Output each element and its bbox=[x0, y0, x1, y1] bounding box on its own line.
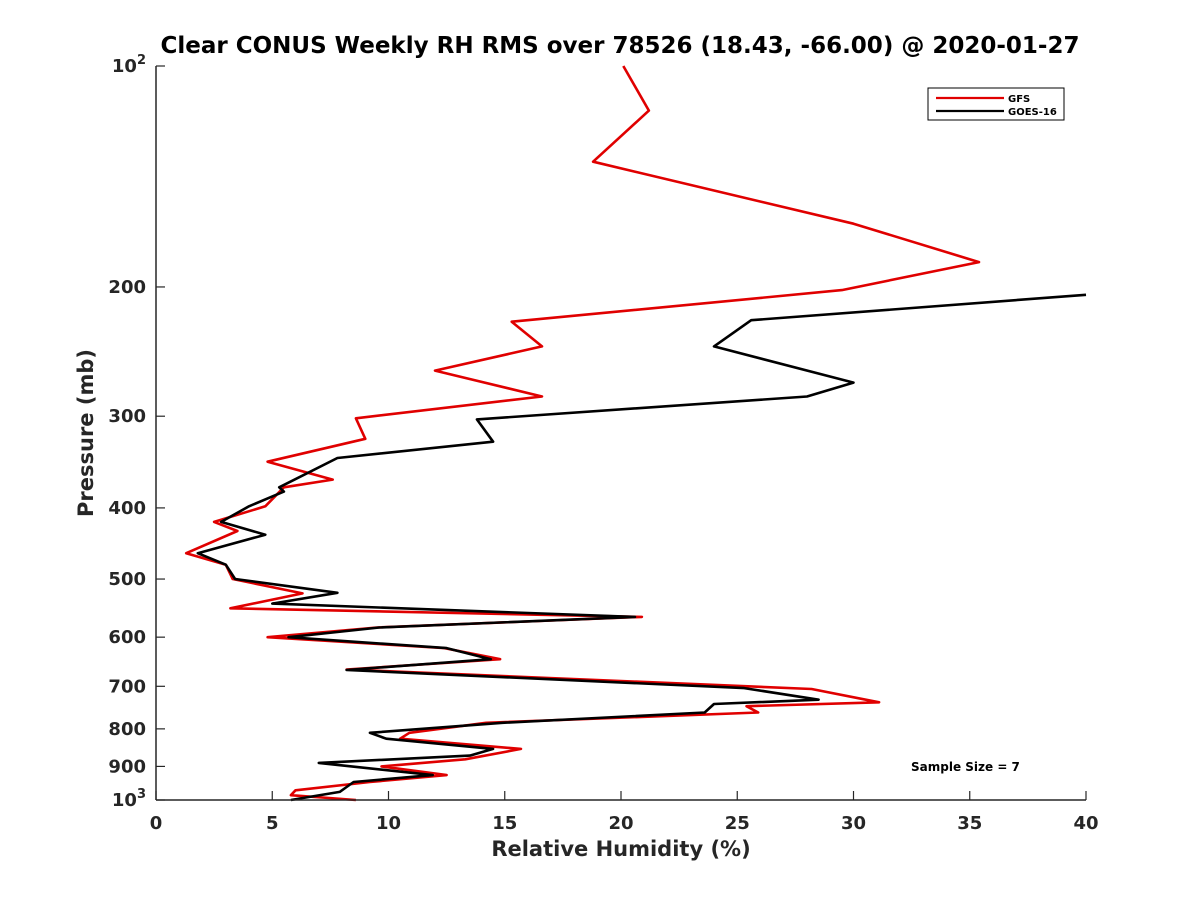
x-axis-label: Relative Humidity (%) bbox=[491, 837, 750, 861]
y-tick-label: 300 bbox=[108, 406, 146, 427]
x-tick-label: 35 bbox=[957, 813, 982, 834]
series-layer bbox=[184, 65, 1087, 802]
y-tick-label: 500 bbox=[108, 569, 146, 590]
legend-label-goes16: GOES-16 bbox=[1008, 107, 1057, 118]
series-line-gfs bbox=[184, 65, 981, 802]
x-tick-label: 20 bbox=[608, 813, 633, 834]
y-axis-label: Pressure (mb) bbox=[74, 349, 98, 517]
legend-box bbox=[927, 87, 1065, 121]
y-tick-label: 900 bbox=[108, 756, 146, 777]
ticks-layer: 0 5 10 15 20 25 30 35 40 102 200 300 400 500 600 700 800… bbox=[108, 53, 1098, 834]
x-tick-label: 10 bbox=[376, 813, 401, 834]
legend-label-gfs: GFS bbox=[1008, 94, 1030, 105]
y-tick-label: 200 bbox=[108, 277, 146, 298]
x-tick-label: 0 bbox=[150, 813, 163, 834]
y-tick-label: 103 bbox=[112, 787, 146, 811]
y-tick-label: 400 bbox=[108, 498, 146, 519]
x-tick-label: 15 bbox=[492, 813, 517, 834]
x-tick-label: 30 bbox=[841, 813, 866, 834]
x-tick-label: 40 bbox=[1073, 813, 1098, 834]
y-tick-label: 700 bbox=[108, 676, 146, 697]
series-line-goes16 bbox=[196, 293, 1087, 802]
legend: GFS GOES-16 bbox=[927, 87, 1065, 121]
y-tick-label: 102 bbox=[112, 53, 146, 77]
x-tick-label: 25 bbox=[725, 813, 750, 834]
y-tick-label: 800 bbox=[108, 719, 146, 740]
sample-size-annotation: Sample Size = 7 bbox=[911, 760, 1020, 774]
chart-title: Clear CONUS Weekly RH RMS over 78526 (18… bbox=[161, 33, 1080, 59]
x-tick-label: 5 bbox=[266, 813, 279, 834]
y-tick-label: 600 bbox=[108, 627, 146, 648]
